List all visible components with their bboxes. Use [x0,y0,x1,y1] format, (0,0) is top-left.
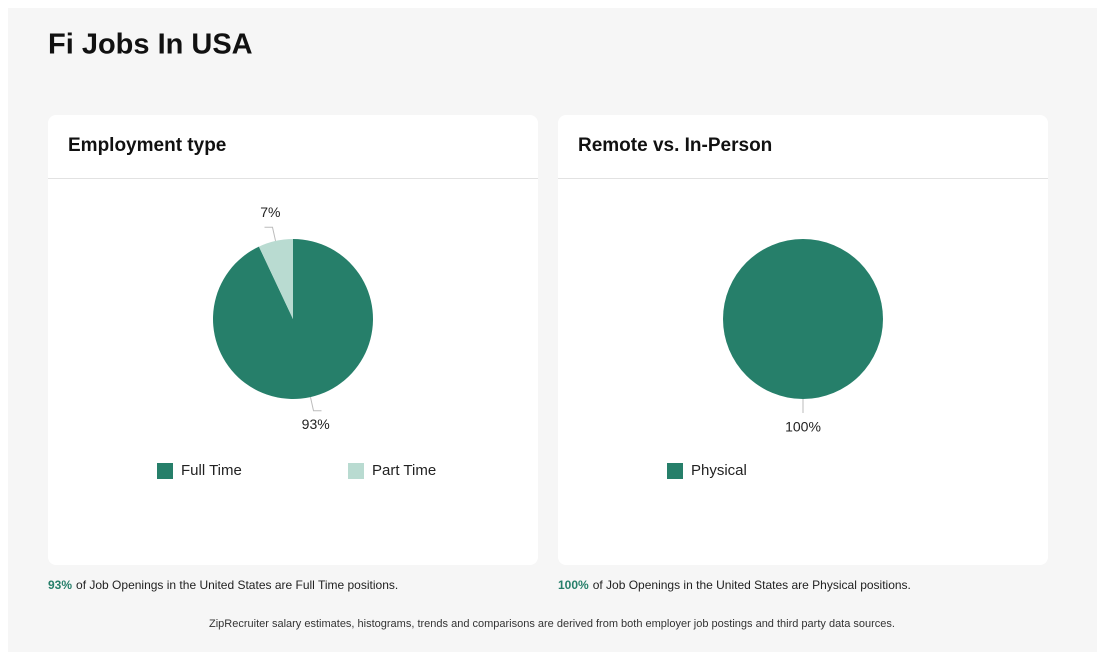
pie-slice [723,239,883,399]
page-title: Fi Jobs In USA [48,29,253,61]
legend-swatch [667,463,683,479]
caption-highlight: 100% [558,578,589,592]
card-title: Remote vs. In-Person [578,135,772,156]
legend-swatch [348,463,364,479]
footer: ZipRecruiter salary estimates, histogram… [209,618,895,630]
caption-highlight: 93% [48,578,72,592]
legend-label: Part Time [372,462,436,479]
pie-slice [258,239,293,319]
data-label: 7% [260,204,280,220]
caption-text: of Job Openings in the United States are… [593,578,911,592]
data-label: 93% [302,416,330,432]
leader-line [264,226,277,242]
leader-line [309,396,322,412]
caption-text: of Job Openings in the United States are… [76,578,398,592]
caption: 93% of Job Openings in the United States … [48,578,398,592]
caption: 100% of Job Openings in the United States… [558,578,911,592]
legend-label: Full Time [181,462,242,479]
card-title: Employment type [68,135,226,156]
data-label: 100% [785,419,821,435]
legend-swatch [157,463,173,479]
legend-label: Physical [691,462,747,479]
